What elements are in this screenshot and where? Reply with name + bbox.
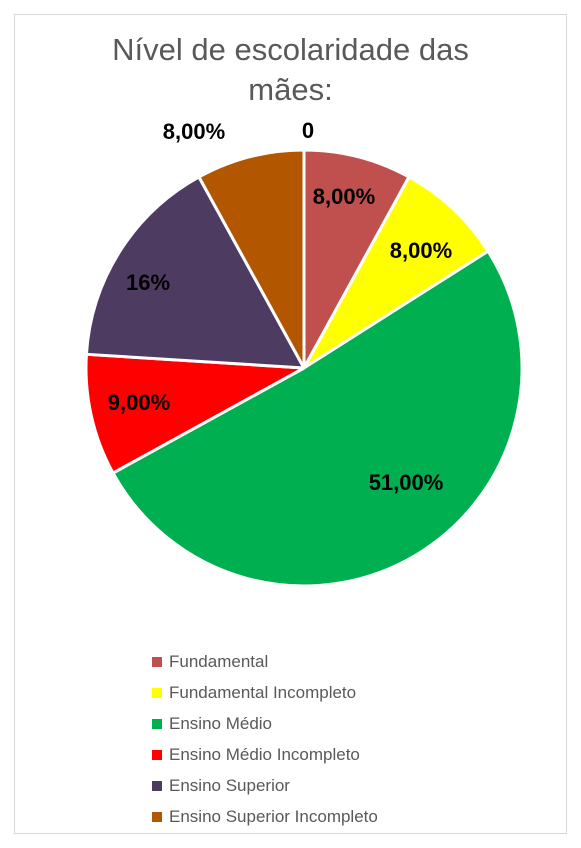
chart-title-line-1: Nível de escolaridade das (112, 32, 469, 67)
legend-swatch (152, 687, 162, 698)
pie-slice-ensino-superior (84, 175, 306, 370)
legend-label: Fundamental (169, 651, 269, 671)
legend-swatch (152, 656, 162, 667)
pie-slice-ensino-medio-incompleto (84, 352, 306, 475)
legend-label: Fundamental Incompleto (169, 682, 357, 702)
data-label-fundamental: 8,00% (313, 184, 375, 209)
pie-slice-fundamental (302, 148, 411, 370)
legend-label: Ensino Médio (169, 713, 273, 733)
data-label-ensino-superior-incompleto: 8,00% (163, 119, 225, 144)
legend-label: Ensino Médio Incompleto (169, 744, 360, 764)
data-label-ensino-medio: 51,00% (369, 470, 444, 495)
legend-label: Ensino Superior (169, 775, 290, 795)
legend-swatch (152, 811, 162, 822)
legend: Fundamental Fundamental Incompleto Ensin… (152, 646, 378, 832)
pie-labels: 8,00% 8,00% 51,00% 9,00% 16% 8,00% 0 (108, 118, 452, 495)
legend-item-ensino-superior-incompleto: Ensino Superior Incompleto (152, 801, 378, 832)
pie-slice-ensino-superior-incompleto (197, 148, 306, 370)
pie-slices (84, 148, 524, 588)
pie-slice-ensino-medio (111, 249, 524, 588)
legend-item-ensino-superior: Ensino Superior (152, 770, 378, 801)
chart-title-line-2: mães: (248, 72, 333, 107)
legend-label: Ensino Superior Incompleto (169, 806, 378, 826)
data-label-zero: 0 (302, 118, 314, 143)
legend-swatch (152, 749, 162, 760)
legend-item-fundamental-incompleto: Fundamental Incompleto (152, 677, 378, 708)
chart-title: Nível de escolaridade das mães: (0, 30, 581, 110)
data-label-fundamental-incompleto: 8,00% (390, 238, 452, 263)
pie-slice-fundamental-incompleto (302, 175, 490, 370)
data-label-ensino-superior: 16% (126, 270, 170, 295)
legend-swatch (152, 718, 162, 729)
data-label-ensino-medio-incompleto: 9,00% (108, 390, 170, 415)
legend-item-fundamental: Fundamental (152, 646, 378, 677)
legend-item-ensino-medio: Ensino Médio (152, 708, 378, 739)
legend-swatch (152, 780, 162, 791)
legend-item-ensino-medio-incompleto: Ensino Médio Incompleto (152, 739, 378, 770)
